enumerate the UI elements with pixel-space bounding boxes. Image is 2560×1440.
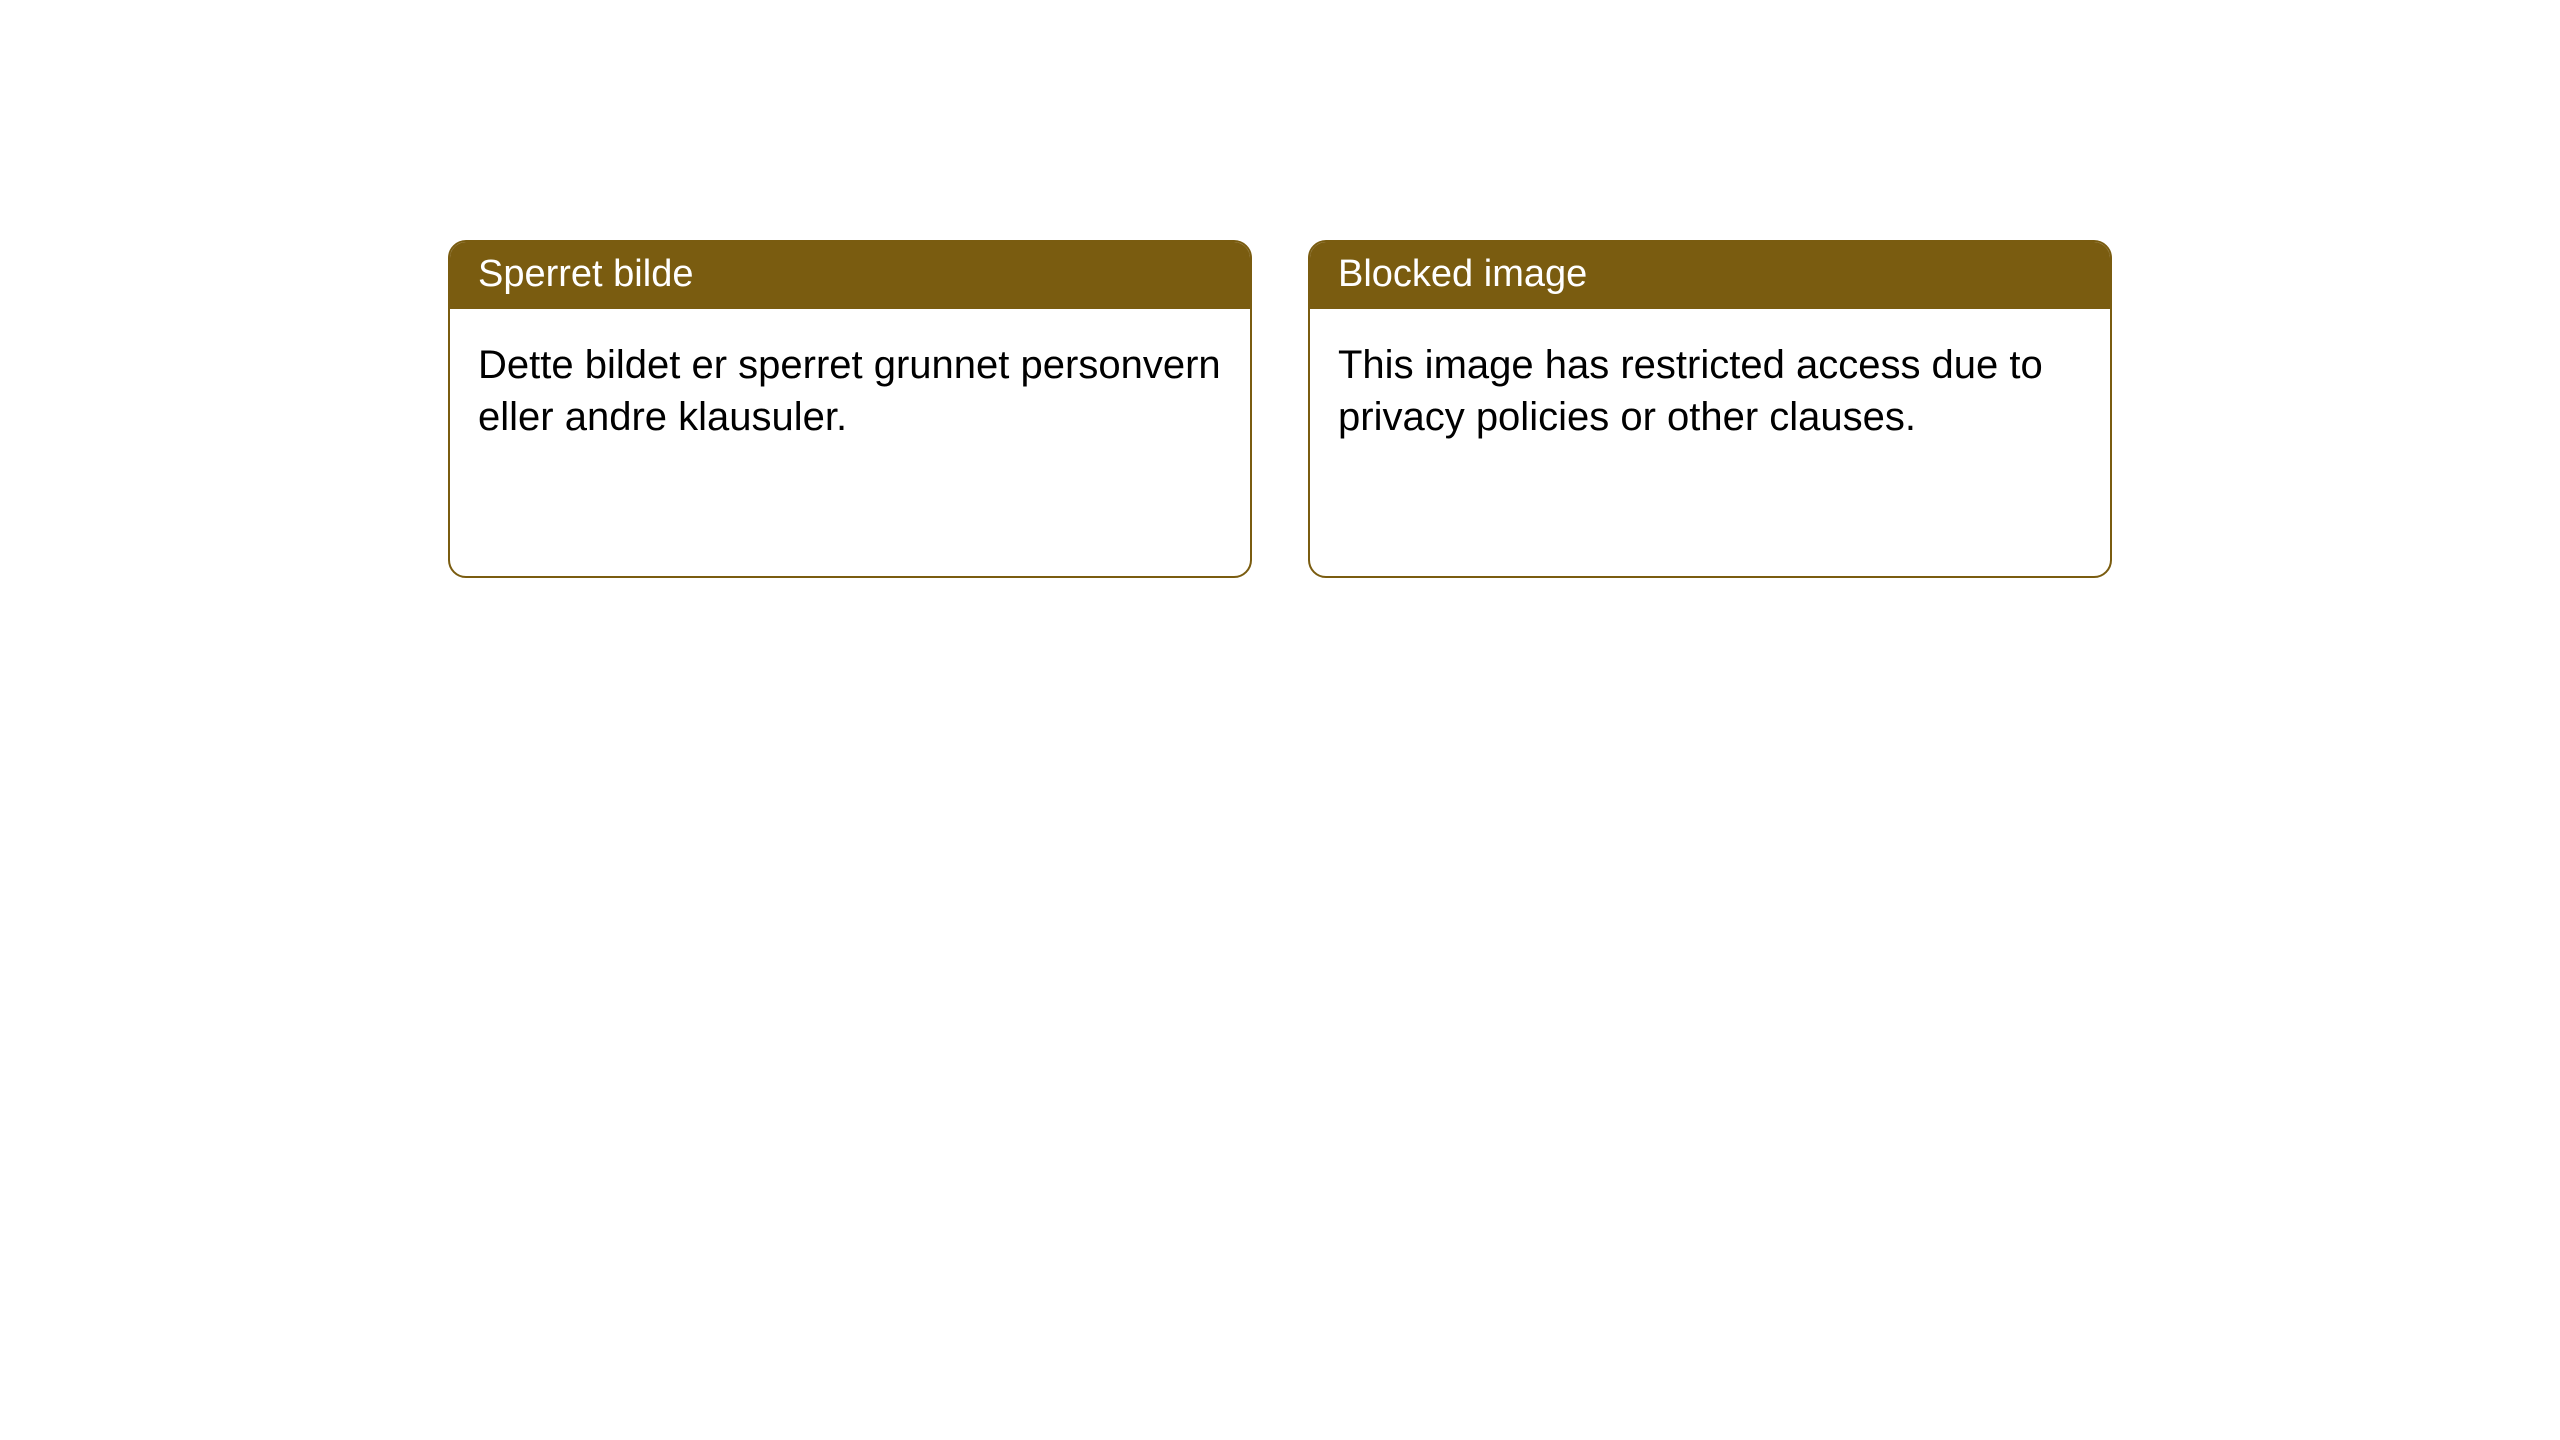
- notice-body: This image has restricted access due to …: [1310, 309, 2110, 473]
- notice-card-english: Blocked image This image has restricted …: [1308, 240, 2112, 578]
- notice-header: Blocked image: [1310, 242, 2110, 309]
- notice-body-text: Dette bildet er sperret grunnet personve…: [478, 343, 1221, 439]
- notice-body-text: This image has restricted access due to …: [1338, 343, 2043, 439]
- notice-header: Sperret bilde: [450, 242, 1250, 309]
- notice-title: Sperret bilde: [478, 253, 693, 295]
- notice-body: Dette bildet er sperret grunnet personve…: [450, 309, 1250, 473]
- notice-card-norwegian: Sperret bilde Dette bildet er sperret gr…: [448, 240, 1252, 578]
- notice-container: Sperret bilde Dette bildet er sperret gr…: [0, 0, 2560, 578]
- notice-title: Blocked image: [1338, 253, 1587, 295]
